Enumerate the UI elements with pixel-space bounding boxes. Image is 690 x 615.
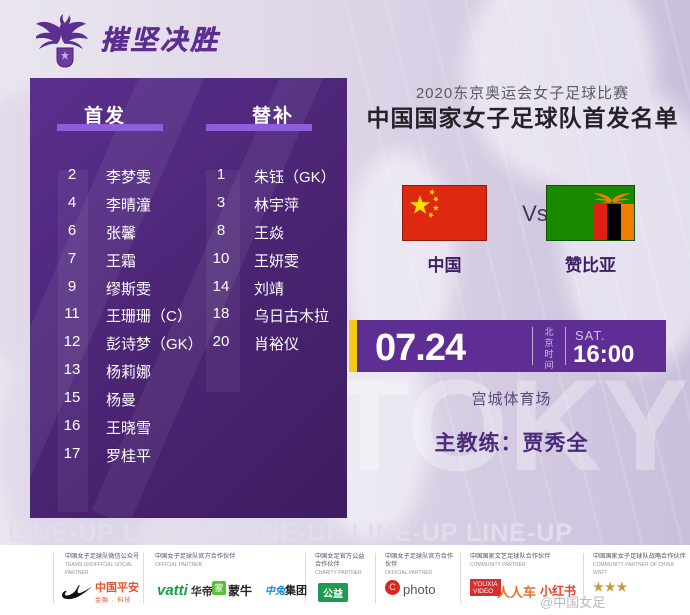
svg-text:TOKYO: TOKYO [330, 352, 690, 498]
